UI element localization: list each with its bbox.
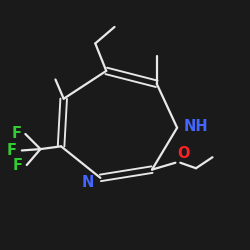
Text: O: O	[178, 146, 190, 161]
Text: F: F	[7, 143, 17, 158]
Text: NH: NH	[184, 119, 208, 134]
Text: F: F	[11, 126, 21, 142]
Text: F: F	[12, 158, 22, 172]
Text: N: N	[81, 174, 94, 190]
